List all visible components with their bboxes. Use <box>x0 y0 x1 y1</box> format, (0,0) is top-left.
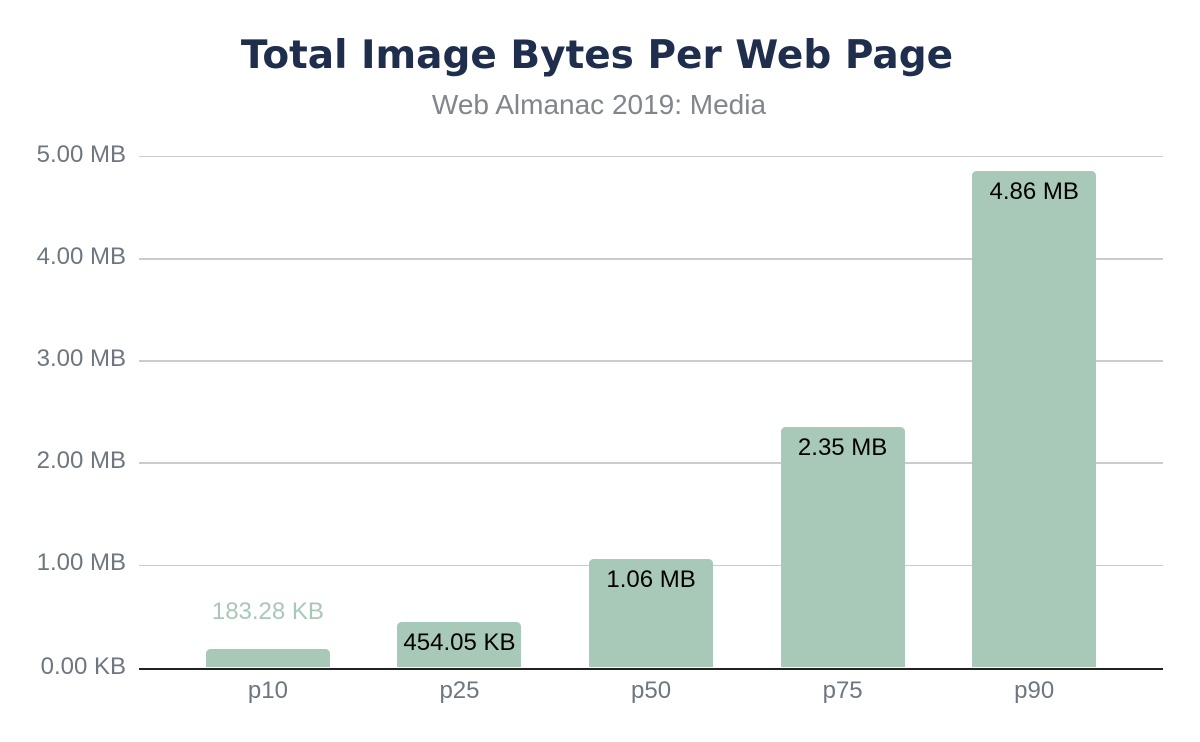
bar-p10 <box>205 649 330 668</box>
x-tick-label-p50: p50 <box>631 676 672 704</box>
chart-subtitle: Web Almanac 2019: Media <box>431 88 767 120</box>
bar-value-label-p10: 183.28 KB <box>211 598 324 626</box>
chart-title: Total Image Bytes Per Web Page <box>240 32 954 78</box>
y-tick-label-0mb: 0.00 KB <box>40 652 126 680</box>
y-tick-label-5mb: 5.00 MB <box>36 140 126 168</box>
bar-p50 <box>589 559 714 668</box>
x-tick-label-p25: p25 <box>439 676 480 704</box>
bar-p75 <box>780 427 905 668</box>
bar-value-label-p50: 1.06 MB <box>606 565 696 593</box>
y-tick-label-3mb: 3.00 MB <box>36 345 126 373</box>
x-tick-label-p90: p90 <box>1014 676 1055 704</box>
bar-value-label-p90: 4.86 MB <box>989 177 1079 205</box>
x-axis-line <box>139 667 1163 670</box>
bar-p90 <box>972 171 1097 668</box>
y-tick-label-1mb: 1.00 MB <box>36 549 126 577</box>
gridline-5mb <box>139 155 1163 158</box>
gridline-3mb <box>139 360 1163 362</box>
gridline-4mb <box>139 258 1163 260</box>
bar-value-label-p25: 454.05 KB <box>403 628 516 656</box>
y-tick-label-2mb: 2.00 MB <box>36 447 126 475</box>
y-tick-label-4mb: 4.00 MB <box>36 242 126 270</box>
x-tick-label-p10: p10 <box>247 676 288 704</box>
bar-value-label-p75: 2.35 MB <box>797 433 888 461</box>
x-tick-label-p75: p75 <box>822 676 863 704</box>
gridline-2mb <box>139 462 1163 464</box>
bar-p25 <box>397 622 522 668</box>
